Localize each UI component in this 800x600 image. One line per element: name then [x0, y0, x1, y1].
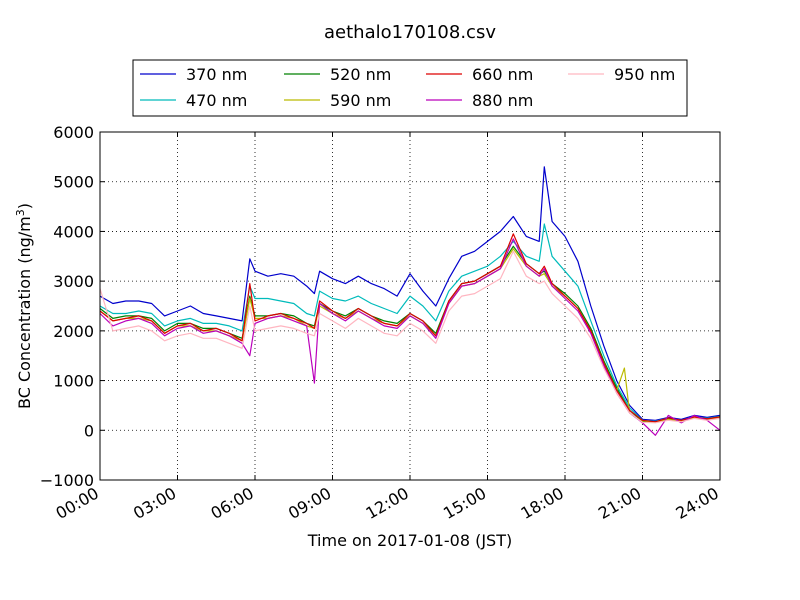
legend-entry: 880 nm	[426, 91, 533, 110]
y-axis-label-tail: )	[15, 203, 34, 209]
x-tick-label: 24:00	[673, 483, 722, 523]
y-tick-label: 0	[84, 421, 94, 440]
x-tick-label: 06:00	[208, 483, 257, 523]
legend-label: 950 nm	[614, 65, 675, 84]
series-line-470-nm	[99, 223, 721, 422]
y-axis-label-base: BC Concentration (ng/m	[15, 216, 34, 409]
series-line-950-nm	[99, 250, 721, 424]
legend-label: 660 nm	[472, 65, 533, 84]
legend-entry: 660 nm	[426, 65, 533, 84]
y-tick-label: 4000	[53, 222, 94, 241]
y-tick-label: 6000	[53, 123, 94, 142]
plot-area	[99, 166, 721, 436]
legend-label: 520 nm	[330, 65, 391, 84]
legend-label: 880 nm	[472, 91, 533, 110]
x-tick-label: 12:00	[363, 483, 412, 523]
legend: 370 nm 470 nm 520 nm 590 nm 660 nm 880 nm 950 …	[132, 59, 688, 117]
chart-title: aethalo170108.csv	[324, 22, 496, 43]
series-line-370-nm	[99, 166, 721, 421]
x-axis-label: Time on 2017-01-08 (JST)	[307, 531, 512, 550]
x-tick-label: 18:00	[518, 483, 567, 523]
y-tick-label: 3000	[53, 272, 94, 291]
legend-label: 590 nm	[330, 91, 391, 110]
y-axis-label-superscript: 3	[14, 209, 27, 216]
legend-entry: 520 nm	[284, 65, 391, 84]
y-tick-label: 1000	[53, 372, 94, 391]
legend-entry: 470 nm	[140, 91, 247, 110]
x-tick-label: 21:00	[595, 483, 644, 523]
legend-entry: 590 nm	[284, 91, 391, 110]
x-tick-label: 09:00	[285, 483, 334, 523]
legend-label: 470 nm	[186, 91, 247, 110]
y-axis-label: BC Concentration (ng/m3)	[14, 203, 35, 409]
plot-frame	[99, 131, 721, 481]
series-line-660-nm	[99, 233, 721, 423]
legend-entry: 370 nm	[140, 65, 247, 84]
legend-label: 370 nm	[186, 65, 247, 84]
legend-entry: 950 nm	[568, 65, 675, 84]
y-tick-label: 2000	[53, 322, 94, 341]
x-tick-label: 15:00	[440, 483, 489, 523]
y-tick-label: −1000	[40, 471, 94, 490]
grid-lines	[99, 131, 721, 481]
x-tick-label: 03:00	[130, 483, 179, 523]
y-tick-label: 5000	[53, 173, 94, 192]
legend-box	[132, 59, 688, 117]
series-line-520-nm	[99, 245, 721, 423]
axis-ticks: 00:00 03:00 06:00 09:00 12:00 15:00 18:00 21:00…	[40, 123, 722, 523]
